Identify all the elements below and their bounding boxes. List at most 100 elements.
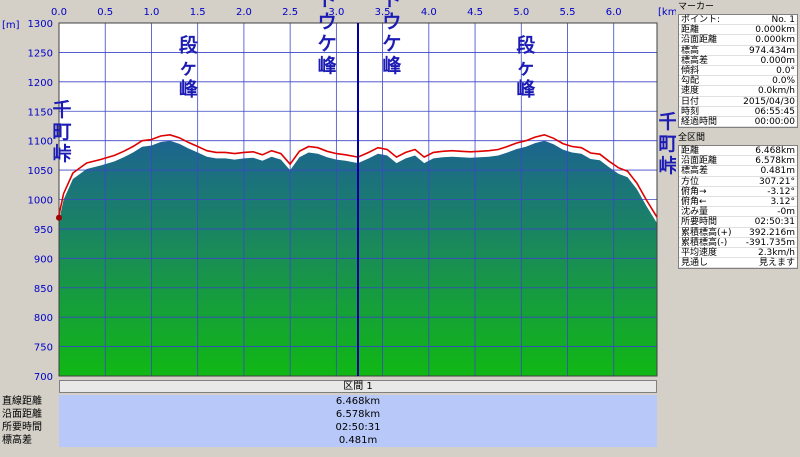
info-value: 0.0° <box>776 65 795 76</box>
info-value: 3.12° <box>770 196 795 207</box>
info-row: 距離 6.468km <box>679 146 797 157</box>
x-tick-label: 1.5 <box>190 7 206 18</box>
x-unit-label: [km] <box>658 7 676 18</box>
info-key: 標高差 <box>681 55 709 66</box>
info-row: 時刻 06:55:45 <box>679 107 797 117</box>
info-row: 所要時間 02:50:31 <box>679 217 797 228</box>
x-tick-label: 6.0 <box>606 7 622 18</box>
info-row: 方位 307.21° <box>679 177 797 187</box>
info-key: 平均速度 <box>681 247 718 258</box>
info-value: 2015/04/30 <box>743 96 795 107</box>
info-row: 経過時間 00:00:00 <box>679 117 797 128</box>
summary-value: 6.578km <box>59 408 657 421</box>
marker-panel-title: マーカー <box>678 2 715 12</box>
elevation-line <box>58 133 658 218</box>
info-row: 沿面距離 0.000km <box>679 35 797 46</box>
y-tick-label: 700 <box>34 372 53 380</box>
info-value: 06:55:45 <box>754 106 795 117</box>
info-key: ポイント: <box>681 15 721 25</box>
y-tick-label: 1300 <box>28 19 53 30</box>
x-tick-label: 3.5 <box>375 7 391 18</box>
info-value: 0.0km/h <box>757 86 795 97</box>
y-tick-label: 750 <box>34 343 53 354</box>
y-tick-label: 1100 <box>28 137 53 148</box>
info-value: 02:50:31 <box>754 217 795 228</box>
info-value: 6.578km <box>755 156 795 167</box>
info-key: 時刻 <box>681 106 700 117</box>
summary-label: 所要時間 <box>0 421 58 434</box>
info-value: 307.21° <box>759 176 795 187</box>
x-tick-label: 3.0 <box>328 7 344 18</box>
info-value: 0.481m <box>760 166 795 177</box>
info-key: 累積標高(+) <box>681 227 732 238</box>
y-tick-label: 1200 <box>28 78 53 89</box>
info-key: 見通し <box>681 258 709 269</box>
info-value: -0m <box>777 207 795 218</box>
section-panel-title: 全区間 <box>678 133 706 143</box>
info-key: 沈み量 <box>681 207 709 218</box>
info-row: 沿面距離 6.578km <box>679 156 797 167</box>
y-tick-label: 900 <box>34 254 53 265</box>
section-panel: 距離 6.468km 沿面距離 6.578km 標高差 0.481m 方位 307.21° 俯角… <box>678 145 798 270</box>
place-label: 段ヶ峰 <box>179 33 199 100</box>
info-row: 日付 2015/04/30 <box>679 97 797 107</box>
y-tick-label: 850 <box>34 284 53 295</box>
info-key: 沿面距離 <box>681 35 718 46</box>
place-label: フトウケ峰 <box>318 0 338 77</box>
info-key: 日付 <box>681 96 700 107</box>
info-row: 平均速度 2.3km/h <box>679 247 797 259</box>
info-value: 6.468km <box>755 146 795 156</box>
x-tick-label: 2.0 <box>236 7 252 18</box>
info-row: 見通し 見えます <box>679 258 797 269</box>
info-value: 0.000km <box>755 35 795 46</box>
summary-label: 標高差 <box>0 434 58 447</box>
place-label: 千町峠 <box>52 99 71 165</box>
marker-panel: ポイント: No. 1 距離 0.000km 沿面距離 0.000km 標高 974.434m… <box>678 14 798 129</box>
y-tick-label: 1250 <box>28 48 53 59</box>
info-row: 俯角→ -3.12° <box>679 187 797 197</box>
interval-header: 区間 1 <box>59 380 657 393</box>
summary-value: 6.468km <box>59 395 657 408</box>
summary-value: 02:50:31 <box>59 421 657 434</box>
info-key: 距離 <box>681 146 700 156</box>
info-key: 距離 <box>681 25 700 36</box>
place-label: 段ヶ峰 <box>516 33 536 100</box>
info-row: 距離 0.000km <box>679 25 797 36</box>
x-tick-label: 0.0 <box>51 7 67 18</box>
x-tick-label: 2.5 <box>282 7 298 18</box>
info-row: 標高差 0.000m <box>679 56 797 66</box>
info-row: 勾配 0.0% <box>679 76 797 87</box>
info-key: 累積標高(-) <box>681 237 728 248</box>
place-label: 千町峠 <box>658 111 676 177</box>
info-value: -391.735m <box>745 237 795 248</box>
y-tick-label: 950 <box>34 225 53 236</box>
info-value: No. 1 <box>771 15 795 25</box>
start-point-marker <box>56 214 62 221</box>
info-sidebar: マーカー ポイント: No. 1 距離 0.000km 沿面距離 0.000km 標高 974… <box>676 0 800 457</box>
x-tick-label: 0.5 <box>97 7 113 18</box>
info-key: 沿面距離 <box>681 156 718 167</box>
summary-table: 直線距離 6.468km 沿面距離 6.578km 所要時間 02:50:31 … <box>0 394 660 457</box>
info-value: 392.216m <box>749 227 795 238</box>
info-key: 標高 <box>681 45 700 56</box>
x-tick-label: 5.0 <box>513 7 529 18</box>
info-key: 所要時間 <box>681 217 718 228</box>
summary-label: 沿面距離 <box>0 408 58 421</box>
y-unit-label: [m] <box>2 20 20 31</box>
info-key: 標高差 <box>681 166 709 177</box>
x-tick-label: 4.0 <box>421 7 437 18</box>
summary-row: 沿面距離 6.578km <box>0 408 660 421</box>
info-row: 傾斜 0.0° <box>679 65 797 77</box>
info-key: 傾斜 <box>681 65 700 76</box>
summary-row: 直線距離 6.468km <box>0 395 660 408</box>
info-key: 俯角→ <box>681 186 707 197</box>
summary-row: 標高差 0.481m <box>0 434 660 447</box>
info-key: 速度 <box>681 86 700 97</box>
info-key: 俯角← <box>681 196 707 207</box>
info-row: 累積標高(+) 392.216m <box>679 228 797 238</box>
info-value: 0.000m <box>760 55 795 66</box>
info-row: 標高 974.434m <box>679 46 797 56</box>
y-tick-label: 1150 <box>28 107 53 118</box>
